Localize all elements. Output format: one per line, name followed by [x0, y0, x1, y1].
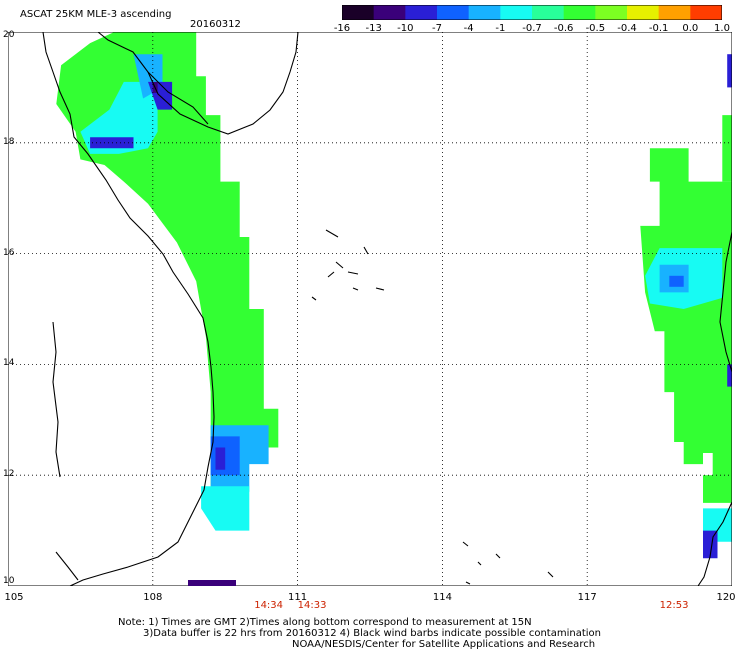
x-axis-label: 117 [577, 592, 597, 603]
x-axis-label: 120 [716, 592, 736, 603]
coastline-luzon [719, 231, 732, 373]
colorbar-segment [658, 5, 691, 20]
x-axis-label: 111 [288, 592, 308, 603]
y-axis-label: 12 [3, 469, 15, 480]
swath-left-south-navy [215, 447, 226, 470]
coastline-mekong [55, 551, 79, 581]
product-title: ASCAT 25KM MLE-3 ascending [20, 9, 172, 20]
colorbar-tick-label: -0.7 [522, 23, 542, 34]
colorbar-segment [690, 5, 722, 20]
swath-right-navy-mid [727, 364, 732, 387]
note-line-3: NOAA/NESDIS/Center for Satellite Applica… [292, 639, 596, 650]
coastline-philippines-south [697, 501, 732, 586]
x-axis-label: 108 [143, 592, 163, 603]
colorbar-tick-label: 0.0 [682, 23, 699, 34]
swath-right-navy-edge [727, 54, 732, 88]
map-panel [8, 32, 732, 586]
swath-left-navy-band [90, 137, 134, 149]
colorbar-tick-label: -0.1 [648, 23, 669, 34]
swath-right-blue [669, 275, 684, 287]
pass-time-label: 14:34 [254, 600, 284, 611]
y-axis-label: 14 [3, 358, 15, 369]
colorbar-tick-label: -13 [365, 23, 382, 34]
coastline-china [97, 32, 299, 135]
colorbar-tick-label: -10 [397, 23, 414, 34]
colorbar-tick-label: -0.4 [617, 23, 637, 34]
x-axis-label: 105 [4, 592, 24, 603]
y-axis-label: 10 [3, 576, 15, 586]
colorbar-tick-label: -4 [463, 23, 474, 34]
swath-right-green-top [722, 115, 732, 182]
coastline-spratly [462, 541, 554, 585]
wind-swaths [56, 32, 732, 559]
colorbar-segment [437, 5, 470, 20]
colorbar-tick-label: -7 [432, 23, 442, 34]
colorbar-segment [532, 5, 565, 20]
colorbar-segment [563, 5, 596, 20]
y-axis-label: 18 [3, 136, 15, 147]
product-date: 20160312 [190, 19, 241, 30]
x-axis-label: 114 [432, 592, 452, 603]
swath-right-green [640, 148, 732, 503]
colorbar-segment [342, 5, 375, 20]
swath-right-gap [703, 453, 713, 476]
pass-time-label: 12:53 [659, 600, 689, 611]
time-marker-bar [188, 580, 236, 586]
swath-right-navy-south [703, 530, 718, 559]
colorbar-segment [627, 5, 660, 20]
coastline-paracel [311, 229, 385, 301]
graticule [8, 32, 732, 586]
colorbar-segment [373, 5, 406, 20]
pass-time-label: 14:33 [297, 600, 327, 611]
coastline-laos-border [52, 321, 61, 478]
y-axis-label: 16 [3, 247, 15, 258]
colorbar-tick-label: -0.6 [553, 23, 574, 34]
y-axis-label: 20 [3, 30, 15, 40]
swath-left-south-cyan [201, 486, 250, 531]
coastline [42, 32, 732, 586]
colorbar [342, 5, 722, 20]
note-line-2: 3)Data buffer is 22 hrs from 20160312 4)… [143, 628, 601, 639]
colorbar-segment [468, 5, 501, 20]
colorbar-tick-label: -1 [495, 23, 506, 34]
colorbar-tick-label: 1.0 [714, 23, 730, 34]
colorbar-segment [500, 5, 533, 20]
note-line-1: Note: 1) Times are GMT 2)Times along bot… [118, 617, 532, 628]
coastline-hainan [147, 71, 209, 125]
swath-left-cyan [80, 81, 158, 154]
colorbar-segment [405, 5, 438, 20]
colorbar-tick-label: -16 [333, 23, 351, 34]
coastline-vietnam [42, 32, 215, 586]
colorbar-segment [595, 5, 628, 20]
colorbar-tick-label: -0.5 [585, 23, 606, 34]
